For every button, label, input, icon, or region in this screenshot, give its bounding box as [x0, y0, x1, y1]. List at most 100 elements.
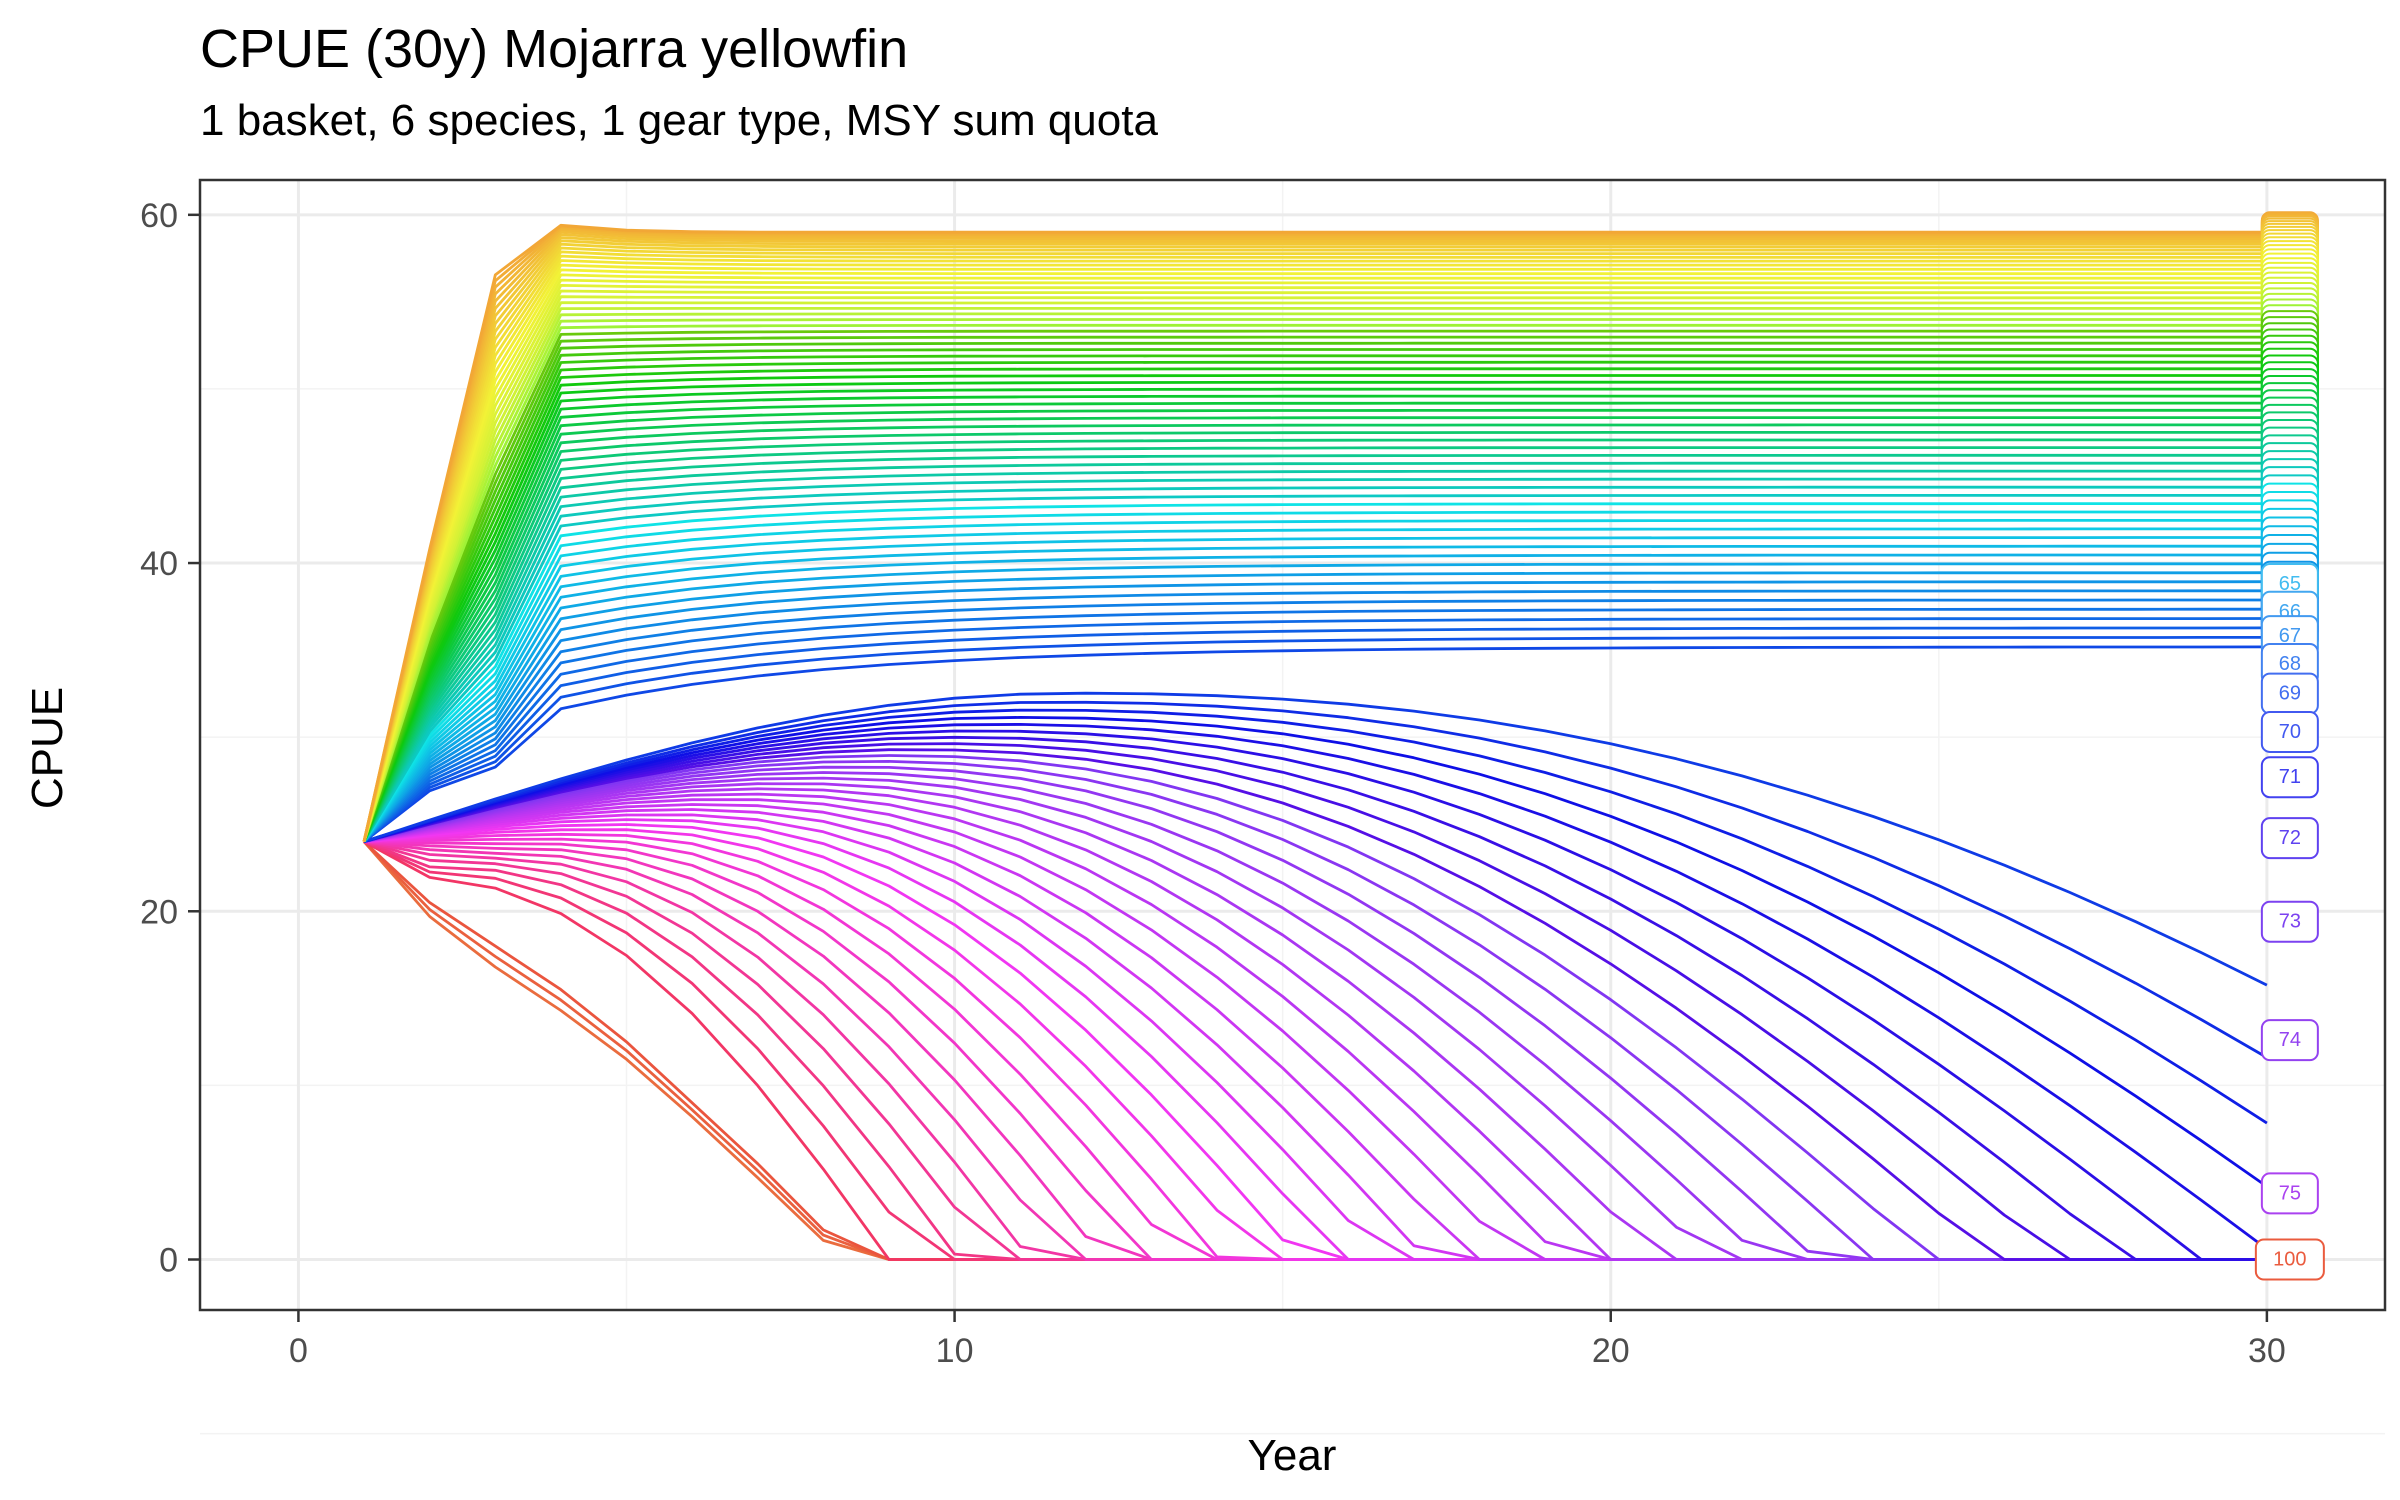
series-label-box	[2254, 1238, 2325, 1281]
series-line	[362, 341, 2267, 843]
chart-title: CPUE (30y) Mojarra yellowfin	[200, 19, 909, 79]
series-line	[362, 494, 2267, 843]
series-label-text: 68	[2279, 653, 2301, 675]
series-line	[362, 553, 2267, 843]
series-line	[362, 228, 2267, 842]
series-label-box	[2260, 900, 2319, 943]
series-line	[363, 708, 2268, 1125]
series-line	[363, 691, 2268, 987]
series-line	[362, 510, 2267, 843]
series-label-text: 65	[2279, 573, 2301, 595]
y-tick-label: 40	[140, 545, 178, 583]
series-line	[362, 289, 2267, 842]
series-label-box	[2260, 756, 2319, 799]
series-line	[362, 301, 2267, 842]
series-line	[362, 571, 2267, 843]
series-line	[363, 607, 2267, 843]
series-line	[362, 312, 2267, 843]
y-tick-label: 20	[140, 893, 178, 931]
x-tick-label: 10	[936, 1332, 974, 1370]
series-line	[363, 626, 2267, 843]
series-line	[362, 416, 2267, 843]
series-line	[362, 401, 2267, 843]
series-line	[363, 813, 2267, 1261]
series-line	[362, 318, 2267, 843]
series-line	[363, 636, 2267, 843]
series-line	[362, 431, 2267, 843]
series-line	[362, 329, 2267, 843]
series-line	[363, 798, 2267, 1261]
series-line	[362, 223, 2267, 842]
series-lines	[362, 223, 2268, 1261]
series-line	[362, 438, 2267, 843]
series-line	[363, 645, 2267, 843]
series-line	[362, 360, 2267, 843]
series-line	[363, 723, 2268, 1251]
series-line	[362, 323, 2267, 843]
series-label-text: 72	[2279, 827, 2301, 849]
series-line	[362, 335, 2267, 843]
series-line	[362, 502, 2267, 843]
series-line	[363, 735, 2267, 1261]
series-line	[362, 273, 2267, 842]
x-tick-label: 30	[2248, 1332, 2286, 1370]
series-line	[362, 254, 2267, 842]
series-line	[362, 307, 2267, 843]
x-axis-title: Year	[1248, 1431, 1337, 1480]
x-tick-label: 0	[289, 1332, 308, 1370]
series-line	[363, 617, 2267, 843]
series-line	[362, 268, 2267, 842]
series-line	[362, 380, 2267, 843]
series-line	[362, 446, 2267, 843]
series-line	[363, 729, 2267, 1261]
series-line	[362, 295, 2267, 842]
series-line	[362, 230, 2267, 842]
series-line	[362, 284, 2267, 842]
series-label-text: 74	[2279, 1029, 2301, 1051]
series-label-text: 67	[2279, 625, 2301, 647]
panel-border	[198, 178, 2387, 1312]
series-label-box	[2260, 1172, 2319, 1215]
series-line	[363, 792, 2267, 1261]
series-line	[362, 348, 2267, 843]
series-label-text: 75	[2279, 1182, 2301, 1204]
series-line	[362, 423, 2267, 843]
series-line	[362, 519, 2267, 843]
series-line	[363, 823, 2267, 1261]
series-line	[362, 536, 2267, 843]
series-line	[362, 461, 2267, 843]
series-line	[362, 580, 2267, 843]
series-label-box	[2260, 1019, 2319, 1062]
series-label-box	[2260, 817, 2319, 860]
axis-ticks: 0 10 20 30 0 20 40 60	[140, 197, 2286, 1370]
series-line	[362, 239, 2267, 842]
series-line	[363, 803, 2267, 1261]
series-line	[362, 485, 2267, 843]
series-line	[363, 748, 2267, 1261]
series-line	[362, 354, 2267, 843]
series-line	[363, 700, 2268, 1059]
series-line	[362, 598, 2267, 843]
series-line	[362, 387, 2267, 843]
series-line	[362, 263, 2267, 842]
series-label-text: 73	[2279, 911, 2301, 933]
series-line	[362, 408, 2267, 843]
y-tick-label: 0	[159, 1242, 178, 1280]
series-line	[362, 544, 2267, 843]
series-line	[363, 754, 2267, 1261]
series-label-text: 70	[2279, 721, 2301, 743]
series-line	[363, 776, 2267, 1261]
series-label-text: 71	[2279, 766, 2301, 788]
series-line	[362, 527, 2267, 843]
series-line	[362, 367, 2267, 843]
series-line	[362, 233, 2267, 842]
series-line	[362, 374, 2267, 843]
series-line	[362, 562, 2267, 843]
series-line	[363, 716, 2268, 1188]
series-line	[362, 589, 2267, 843]
series-line	[363, 818, 2267, 1261]
series-line	[362, 246, 2267, 842]
y-tick-label: 60	[140, 197, 178, 235]
